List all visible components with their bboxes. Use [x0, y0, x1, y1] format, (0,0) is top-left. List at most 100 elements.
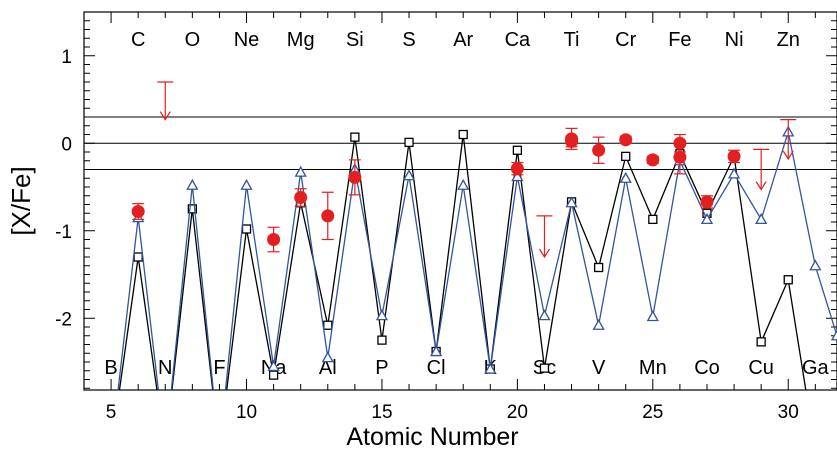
triangle-marker [619, 171, 632, 183]
observed-point [321, 209, 335, 223]
element-label-top: Fe [668, 29, 691, 51]
observed-point [673, 150, 687, 164]
y-tick-label: -2 [55, 309, 72, 330]
square-marker [187, 204, 197, 214]
observed-point [646, 153, 660, 167]
y-tick-label: 1 [61, 47, 72, 68]
x-tick-label: 30 [778, 402, 799, 423]
square-marker [593, 262, 604, 273]
x-tick-label: 25 [642, 402, 663, 423]
element-label-top: Zn [777, 29, 800, 51]
square-marker [648, 214, 658, 225]
x-tick-label: 15 [371, 402, 392, 423]
triangle-marker [592, 318, 605, 330]
square-marker [107, 446, 115, 454]
square-marker [133, 252, 143, 262]
element-label-bottom: B [104, 357, 117, 379]
square-marker [512, 145, 523, 155]
triangle-marker [160, 445, 170, 454]
y-tick-label: -1 [55, 222, 72, 243]
square-marker [161, 446, 169, 454]
upper-limit-arrow [538, 248, 550, 259]
triangle-marker [402, 169, 416, 181]
x-tick-label: 20 [507, 402, 528, 423]
square-marker [323, 320, 333, 330]
square-marker [404, 137, 414, 148]
triangle-marker [565, 196, 578, 208]
element-label-top: Ne [234, 29, 260, 51]
x-axis-label: Atomic Number [346, 423, 518, 451]
triangle-marker [375, 309, 389, 321]
triangle-marker [294, 165, 307, 177]
square-marker [811, 446, 819, 454]
triangle-marker [727, 167, 741, 179]
element-label-top: Ar [453, 29, 473, 51]
square-marker [215, 446, 223, 454]
observed-point [294, 191, 308, 204]
triangle-marker [830, 329, 837, 341]
upper-limit-arrow [159, 111, 171, 121]
triangle-marker [511, 170, 524, 182]
element-label-top: Ca [505, 29, 531, 51]
triangle-marker [214, 445, 224, 454]
observed-point [673, 136, 687, 150]
observed-point [565, 135, 579, 148]
element-label-bottom: Cu [748, 357, 774, 379]
upper-limit-arrow [755, 181, 767, 191]
observed-point [348, 170, 362, 184]
observed-point [510, 162, 524, 176]
element-label-top: Mg [287, 29, 315, 51]
triangle-marker [240, 178, 253, 190]
square-marker [377, 335, 387, 345]
observed-point [727, 149, 741, 163]
series-line-triangle [117, 131, 837, 390]
x-tick-label: 5 [106, 402, 117, 423]
triangle-marker [106, 445, 116, 454]
element-label-bottom: Mn [639, 357, 667, 379]
triangle-marker [484, 362, 497, 374]
square-marker [350, 132, 360, 142]
observed-point [619, 133, 633, 147]
observed-point [592, 143, 606, 157]
upper-limit-arrow [782, 150, 794, 161]
square-marker [539, 363, 550, 373]
square-marker [458, 129, 468, 140]
triangle-marker [755, 213, 768, 225]
y-tick-label: 0 [61, 134, 72, 155]
element-label-top: S [402, 29, 415, 51]
element-label-top: C [131, 29, 145, 51]
triangle-marker [430, 345, 443, 357]
triangle-marker [267, 360, 280, 372]
square-marker [756, 337, 766, 347]
observed-point [267, 233, 281, 246]
element-label-top: Ni [725, 29, 744, 51]
square-marker [241, 224, 252, 234]
element-label-bottom: V [592, 357, 606, 379]
element-label-bottom: P [375, 357, 388, 379]
x-tick-label: 10 [236, 402, 257, 423]
element-label-bottom: F [213, 357, 225, 379]
element-label-bottom: Cl [427, 357, 446, 379]
element-label-top: Cr [615, 29, 636, 51]
element-label-bottom: Co [694, 357, 720, 379]
triangle-marker [538, 309, 551, 321]
triangle-marker [646, 310, 659, 322]
element-label-top: Ti [564, 29, 580, 51]
square-marker [268, 370, 279, 380]
triangle-marker [321, 351, 334, 363]
element-label-bottom: Ga [802, 357, 830, 379]
element-label-bottom: Al [319, 357, 337, 379]
y-axis-label: [X/Fe] [6, 166, 36, 235]
element-label-bottom: N [158, 357, 172, 379]
data-layer [106, 81, 837, 454]
observed-point [131, 205, 145, 218]
triangle-marker [457, 178, 470, 190]
square-marker [621, 151, 631, 162]
triangle-marker [186, 178, 199, 190]
element-label-top: Si [346, 29, 364, 51]
triangle-marker [809, 259, 822, 271]
observed-point [700, 195, 714, 209]
element-label-top: O [185, 29, 201, 51]
